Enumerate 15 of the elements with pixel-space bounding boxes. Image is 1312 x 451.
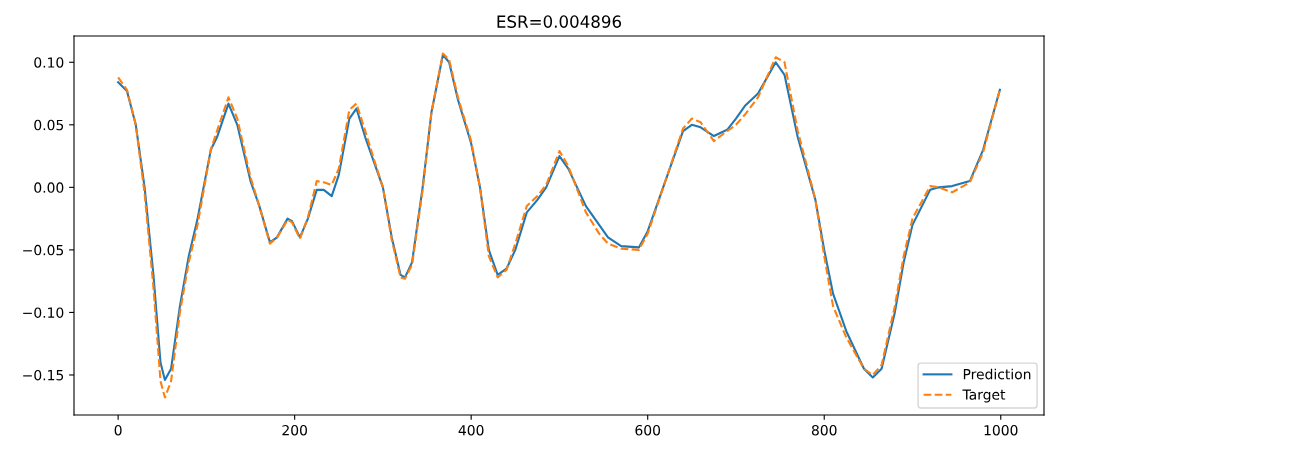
y-tick-label: −0.05 (23, 244, 64, 256)
x-tick-label: 600 (635, 424, 661, 436)
y-tick-label: −0.15 (23, 369, 64, 381)
x-tick-label: 800 (811, 424, 837, 436)
x-tick-label: 400 (458, 424, 484, 436)
chart-title: ESR=0.004896 (497, 15, 622, 28)
legend-label: Target (962, 389, 1006, 403)
y-tick-label: 0.10 (34, 57, 64, 68)
x-tick-label: 200 (282, 424, 307, 436)
x-tick-label: 0 (114, 424, 122, 436)
y-tick-label: −0.10 (23, 307, 64, 318)
y-tick-label: 0.05 (34, 119, 64, 131)
x-tick-label: 1000 (984, 424, 1018, 436)
legend-label: Prediction (963, 368, 1031, 380)
y-tick-label: 0.00 (34, 182, 64, 193)
